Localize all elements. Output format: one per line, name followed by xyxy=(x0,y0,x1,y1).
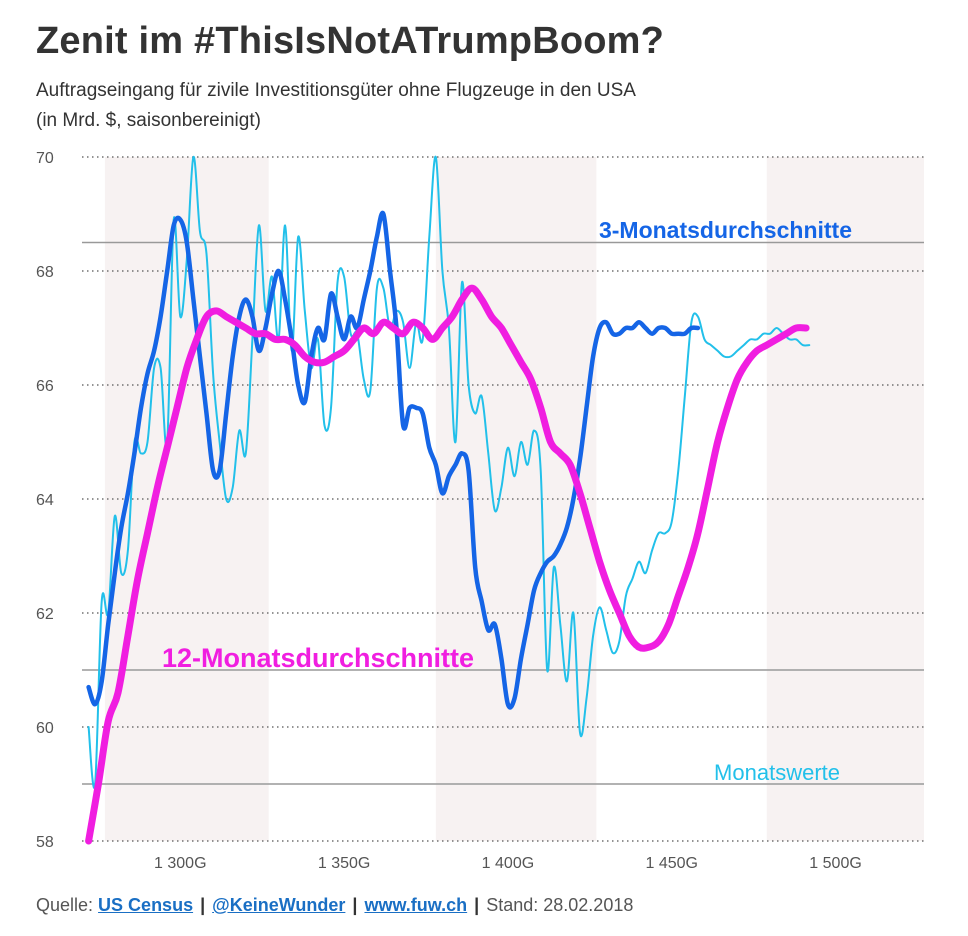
y-tick-label: 58 xyxy=(36,834,54,851)
annotation-3-monat: 3-Monatsdurchschnitte xyxy=(599,217,852,243)
line-chart: 58 60 62 64 66 68 70 1 300G 1 350G 1 400G 1 450G 1 … xyxy=(36,150,924,872)
y-tick-label: 60 xyxy=(36,720,54,737)
annotation-12-monat: 12-Monatsdurchschnitte xyxy=(162,643,474,673)
shaded-band-2 xyxy=(766,157,924,841)
series-line-monatswerte xyxy=(87,155,811,789)
x-tick-label: 1 300G xyxy=(154,855,206,872)
x-tick-label: 1 450G xyxy=(645,855,697,872)
footer-prefix: Quelle: xyxy=(36,895,99,915)
y-tick-label: 66 xyxy=(36,378,54,395)
x-tick-label: 1 350G xyxy=(318,855,370,872)
chart-subtitle: Auftragseingang für zivile Investitionsg… xyxy=(36,76,636,136)
subtitle-line-2: (in Mrd. $, saisonbereinigt) xyxy=(36,110,261,131)
source-link[interactable]: US Census xyxy=(98,895,194,915)
chart-title: Zenit im #ThisIsNotATrumpBoom? xyxy=(36,20,665,62)
series-line-12-monat xyxy=(85,284,810,845)
subtitle-line-1: Auftragseingang für zivile Investitionsg… xyxy=(36,80,636,101)
y-tick-label: 62 xyxy=(36,606,54,623)
website-link[interactable]: www.fuw.ch xyxy=(364,895,468,915)
x-tick-label: 1 400G xyxy=(482,855,534,872)
series-line-3-monat xyxy=(86,210,701,710)
y-tick-label: 68 xyxy=(36,264,54,281)
stand-date: Stand: 28.02.2018 xyxy=(486,895,634,915)
footer: Quelle: US Census | @KeineWunder | www.f… xyxy=(36,895,633,916)
footer-separator: | xyxy=(200,895,206,915)
footer-separator: | xyxy=(352,895,358,915)
footer-separator: | xyxy=(474,895,480,915)
x-tick-label: 1 500G xyxy=(809,855,861,872)
y-tick-label: 70 xyxy=(36,150,54,167)
y-tick-label: 64 xyxy=(36,492,54,509)
annotation-monatswerte: Monatswerte xyxy=(714,760,840,785)
twitter-link[interactable]: @KeineWunder xyxy=(212,895,346,915)
